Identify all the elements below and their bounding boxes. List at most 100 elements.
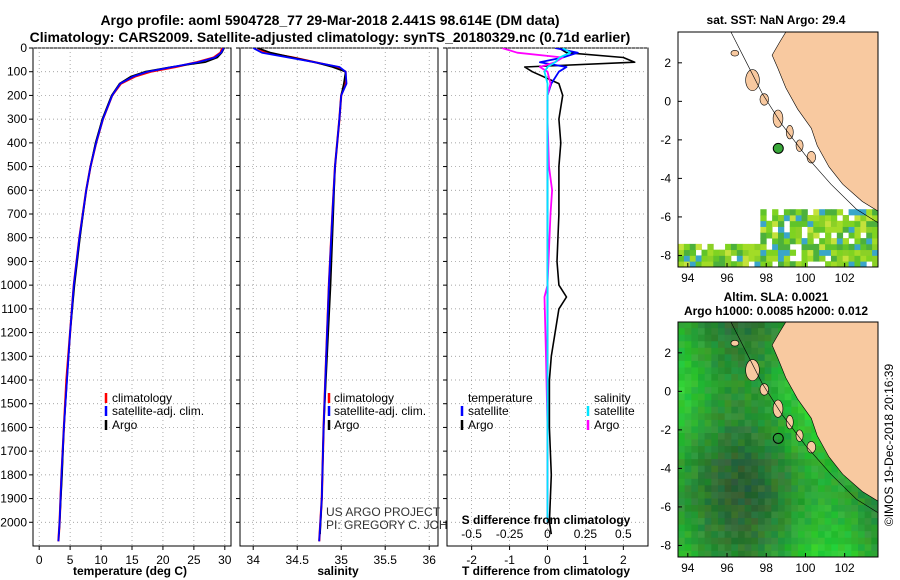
sla-cell — [844, 498, 852, 505]
sst-cell — [819, 238, 826, 245]
sst-cell — [725, 255, 732, 262]
sst-cell — [860, 243, 867, 251]
diff-S-tick-label: 0.25 — [574, 527, 598, 541]
sla-cell — [711, 452, 719, 460]
sla-cell — [684, 380, 692, 388]
sla-cell — [778, 322, 786, 329]
sst-cell — [836, 238, 844, 245]
sla-cell — [764, 327, 772, 335]
sla-cell — [751, 478, 759, 486]
sla-cell — [791, 419, 799, 427]
sla-cell — [724, 373, 732, 381]
sla-cell — [704, 380, 712, 388]
sla-cell — [738, 517, 746, 525]
sla-cell — [724, 322, 732, 329]
sla-cell — [758, 426, 766, 433]
sla-cell — [811, 511, 819, 519]
sst-cell — [854, 226, 861, 233]
depth-tick-label: 1700 — [0, 444, 27, 458]
sst-cell — [754, 261, 761, 267]
depth-tick-label: 100 — [7, 65, 27, 79]
sst-cell — [678, 243, 685, 251]
sst-cell — [854, 232, 861, 239]
sla-cell — [691, 465, 699, 473]
sla-cell — [678, 524, 686, 532]
sla-cell — [704, 471, 712, 479]
sla-cell — [831, 517, 839, 525]
sla-cell — [804, 530, 812, 538]
sla-cell — [784, 445, 792, 453]
bathymetry-contour — [730, 32, 878, 223]
sla-cell — [718, 386, 726, 394]
sst-cell — [760, 261, 767, 267]
sla-cell — [738, 360, 746, 368]
sst_map-tick-label-y: -6 — [660, 210, 671, 224]
sla-cell — [771, 432, 779, 440]
sla-cell — [711, 426, 719, 433]
sst-cell — [678, 255, 685, 262]
sla-cell — [791, 517, 799, 525]
sla-cell — [751, 517, 759, 525]
sla-cell — [698, 550, 706, 557]
sst-cell — [860, 226, 867, 233]
sla-cell — [704, 367, 712, 375]
argo-position-marker — [772, 142, 784, 154]
sst-cell — [783, 243, 791, 251]
sla-cell — [764, 491, 772, 499]
sla-cell — [691, 517, 699, 525]
sla-cell — [751, 504, 759, 512]
sst-cell — [878, 227, 884, 233]
sst-cell — [778, 243, 785, 251]
diff-legend-T-sat-label: satellite — [468, 404, 509, 418]
sla-cell — [691, 360, 699, 368]
sal-tick-label: 35.5 — [374, 553, 398, 567]
map-sla_map: 94 96 98 100 102 -8 -6 -4 -2 0 2 Altim. SLA: 0.0021… — [660, 290, 879, 575]
sst-cell — [825, 220, 832, 227]
sst-cell — [854, 214, 861, 222]
sla-cell — [758, 334, 766, 342]
sla-cell — [718, 439, 726, 447]
sst-cell — [766, 249, 773, 256]
sst-cell — [760, 209, 767, 216]
sst-cell — [713, 261, 720, 267]
sla-cell — [771, 498, 779, 505]
sla-cell — [764, 458, 772, 466]
sla-cell — [758, 360, 766, 368]
sla-cell — [704, 360, 712, 368]
sla-cell — [724, 360, 732, 368]
sst-cell — [854, 261, 861, 267]
sla-cell — [704, 550, 712, 557]
sst-cell — [872, 214, 878, 222]
sst-cell — [748, 243, 755, 251]
sla_map-tick-label-x: 98 — [760, 561, 774, 575]
sst-cell — [830, 243, 838, 251]
sla-cell — [864, 524, 872, 532]
sla-cell — [691, 452, 699, 460]
sst_map-tick-label-y: -4 — [660, 171, 671, 185]
sla-cell — [851, 550, 859, 557]
sla-cell — [818, 543, 826, 551]
diff-S-tick-label: -0.5 — [461, 527, 482, 541]
sla-cell — [758, 432, 766, 440]
sla-cell — [711, 393, 719, 401]
sla-cell — [731, 491, 739, 499]
depth-tick-label: 1400 — [0, 373, 27, 387]
sla-cell — [691, 491, 699, 499]
sla-cell — [771, 386, 779, 394]
sla-cell — [844, 530, 852, 538]
sla-cell — [751, 334, 759, 342]
island — [759, 383, 769, 396]
sla-cell — [711, 471, 719, 479]
sla-cell — [744, 419, 752, 427]
sla-cell — [678, 360, 686, 368]
sla-cell — [724, 498, 732, 505]
sla-cell — [844, 491, 852, 499]
sst-cell — [707, 243, 714, 251]
sla-cell — [718, 484, 726, 492]
sla-cell — [844, 524, 852, 532]
depth-tick-label: 500 — [7, 160, 27, 174]
sla-cell — [771, 412, 779, 420]
diff-S-tick-label: -0.25 — [496, 527, 524, 541]
sla-cell — [758, 530, 766, 538]
sst-cell — [719, 255, 726, 262]
